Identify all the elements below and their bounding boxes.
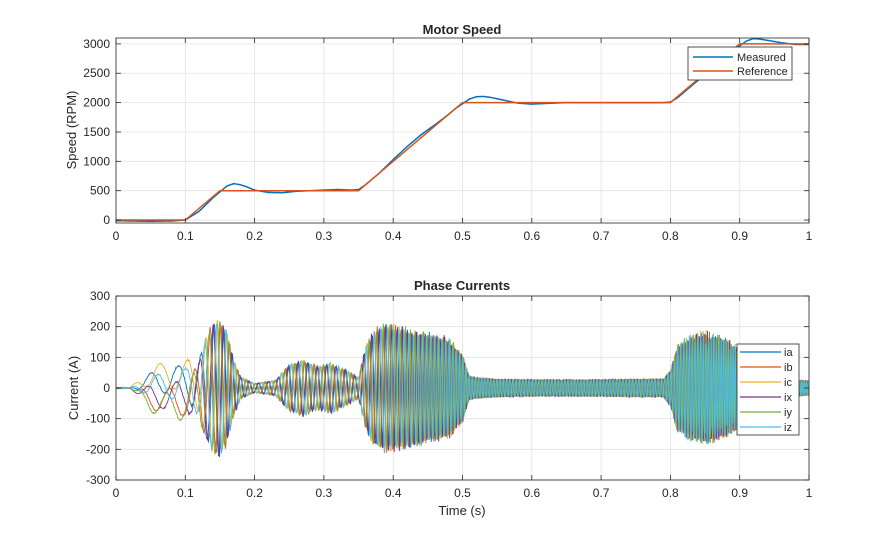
currents-x-tick-label: 0.5 xyxy=(454,486,471,500)
currents-x-tick-label: 0.1 xyxy=(177,486,194,500)
legend-ix-label: ix xyxy=(784,392,792,404)
legend-ib-label: ib xyxy=(784,362,793,374)
currents-x-tick-label: 0.7 xyxy=(593,486,610,500)
currents-x-tick-label: 0.9 xyxy=(731,486,748,500)
speed-x-tick-label: 0.3 xyxy=(316,229,333,243)
speed-x-tick-label: 0.5 xyxy=(454,229,471,243)
currents-x-tick-label: 0.8 xyxy=(662,486,679,500)
currents-x-tick-label: 0 xyxy=(113,486,120,500)
speed-y-axis-label: Speed (RPM) xyxy=(64,91,79,170)
legend-iy-label: iy xyxy=(784,407,792,419)
currents-chart-title: Phase Currents xyxy=(414,278,510,293)
currents-x-tick-label: 1 xyxy=(806,486,813,500)
speed-chart-title: Motor Speed xyxy=(423,22,502,37)
currents-x-tick-label: 0.3 xyxy=(316,486,333,500)
speed-x-tick-label: 1 xyxy=(806,229,813,243)
legend-reference-label: Reference xyxy=(737,66,788,78)
speed-measured-line xyxy=(116,38,809,222)
currents-axes: 0 0.1 0.2 0.3 0.4 0.5 0.6 0.7 0.8 0.9 1 -300 -200 -10… xyxy=(66,278,813,518)
speed-x-tick-label: 0.4 xyxy=(385,229,402,243)
speed-x-tick-label: 0.8 xyxy=(662,229,679,243)
speed-x-tick-label: 0.1 xyxy=(177,229,194,243)
currents-y-axis-label: Current (A) xyxy=(66,356,81,420)
speed-y-tick-label: 1500 xyxy=(83,125,110,139)
speed-y-tick-label: 0 xyxy=(103,213,110,227)
currents-ticks: 0 0.1 0.2 0.3 0.4 0.5 0.6 0.7 0.8 0.9 1 -300 -200 -10… xyxy=(86,289,813,500)
speed-y-tick-label: 3000 xyxy=(83,37,110,51)
currents-x-axis-label: Time (s) xyxy=(438,503,485,518)
legend-measured-label: Measured xyxy=(737,52,786,64)
currents-legend: ia ib ic ix iy iz xyxy=(736,343,800,436)
speed-legend-box xyxy=(687,46,793,81)
speed-y-tick-label: 2500 xyxy=(83,66,110,80)
current-iz-line xyxy=(116,323,809,454)
speed-x-tick-label: 0.2 xyxy=(246,229,263,243)
currents-y-tick-label: 200 xyxy=(90,320,110,334)
currents-x-tick-label: 0.2 xyxy=(246,486,263,500)
speed-x-tick-label: 0.6 xyxy=(523,229,540,243)
currents-series xyxy=(116,319,809,458)
currents-y-tick-label: 100 xyxy=(90,350,110,364)
currents-x-tick-label: 0.4 xyxy=(385,486,402,500)
legend-iz-label: iz xyxy=(784,422,792,434)
speed-x-tick-label: 0.9 xyxy=(731,229,748,243)
legend-ia-label: ia xyxy=(784,347,793,359)
currents-y-tick-label: -300 xyxy=(86,473,110,487)
current-iy-line xyxy=(116,321,809,455)
speed-x-tick-label: 0 xyxy=(113,229,120,243)
speed-y-tick-label: 500 xyxy=(90,184,110,198)
speed-x-tick-label: 0.7 xyxy=(593,229,610,243)
currents-legend-box xyxy=(736,343,800,436)
legend-ic-label: ic xyxy=(784,377,792,389)
currents-y-tick-label: 300 xyxy=(90,289,110,303)
currents-x-tick-label: 0.6 xyxy=(523,486,540,500)
speed-y-tick-label: 2000 xyxy=(83,96,110,110)
speed-y-tick-label: 1000 xyxy=(83,154,110,168)
currents-y-tick-label: -100 xyxy=(86,412,110,426)
currents-y-tick-label: -200 xyxy=(86,442,110,456)
speed-axes: 0 0.1 0.2 0.3 0.4 0.5 0.6 0.7 0.8 0.9 1 0 500 1000 150… xyxy=(64,22,813,243)
speed-legend: Measured Reference xyxy=(687,46,793,81)
speed-ticks: 0 0.1 0.2 0.3 0.4 0.5 0.6 0.7 0.8 0.9 1 0 500 1000 150… xyxy=(83,37,812,243)
currents-y-tick-label: 0 xyxy=(103,381,110,395)
